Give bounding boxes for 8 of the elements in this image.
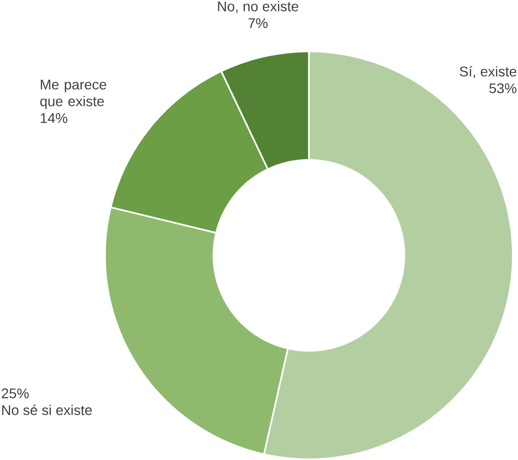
slice-label: Sí, existe [460,66,516,78]
data-label: 14% [40,113,68,123]
data-label: 25% [2,388,29,398]
data-label: 7% [248,18,268,28]
data-label: 53% [489,83,516,94]
slice-label: Me parece que existe [40,80,106,110]
slice-label: No, no existe [218,1,298,14]
slice-label: No sé si existe [2,404,92,416]
